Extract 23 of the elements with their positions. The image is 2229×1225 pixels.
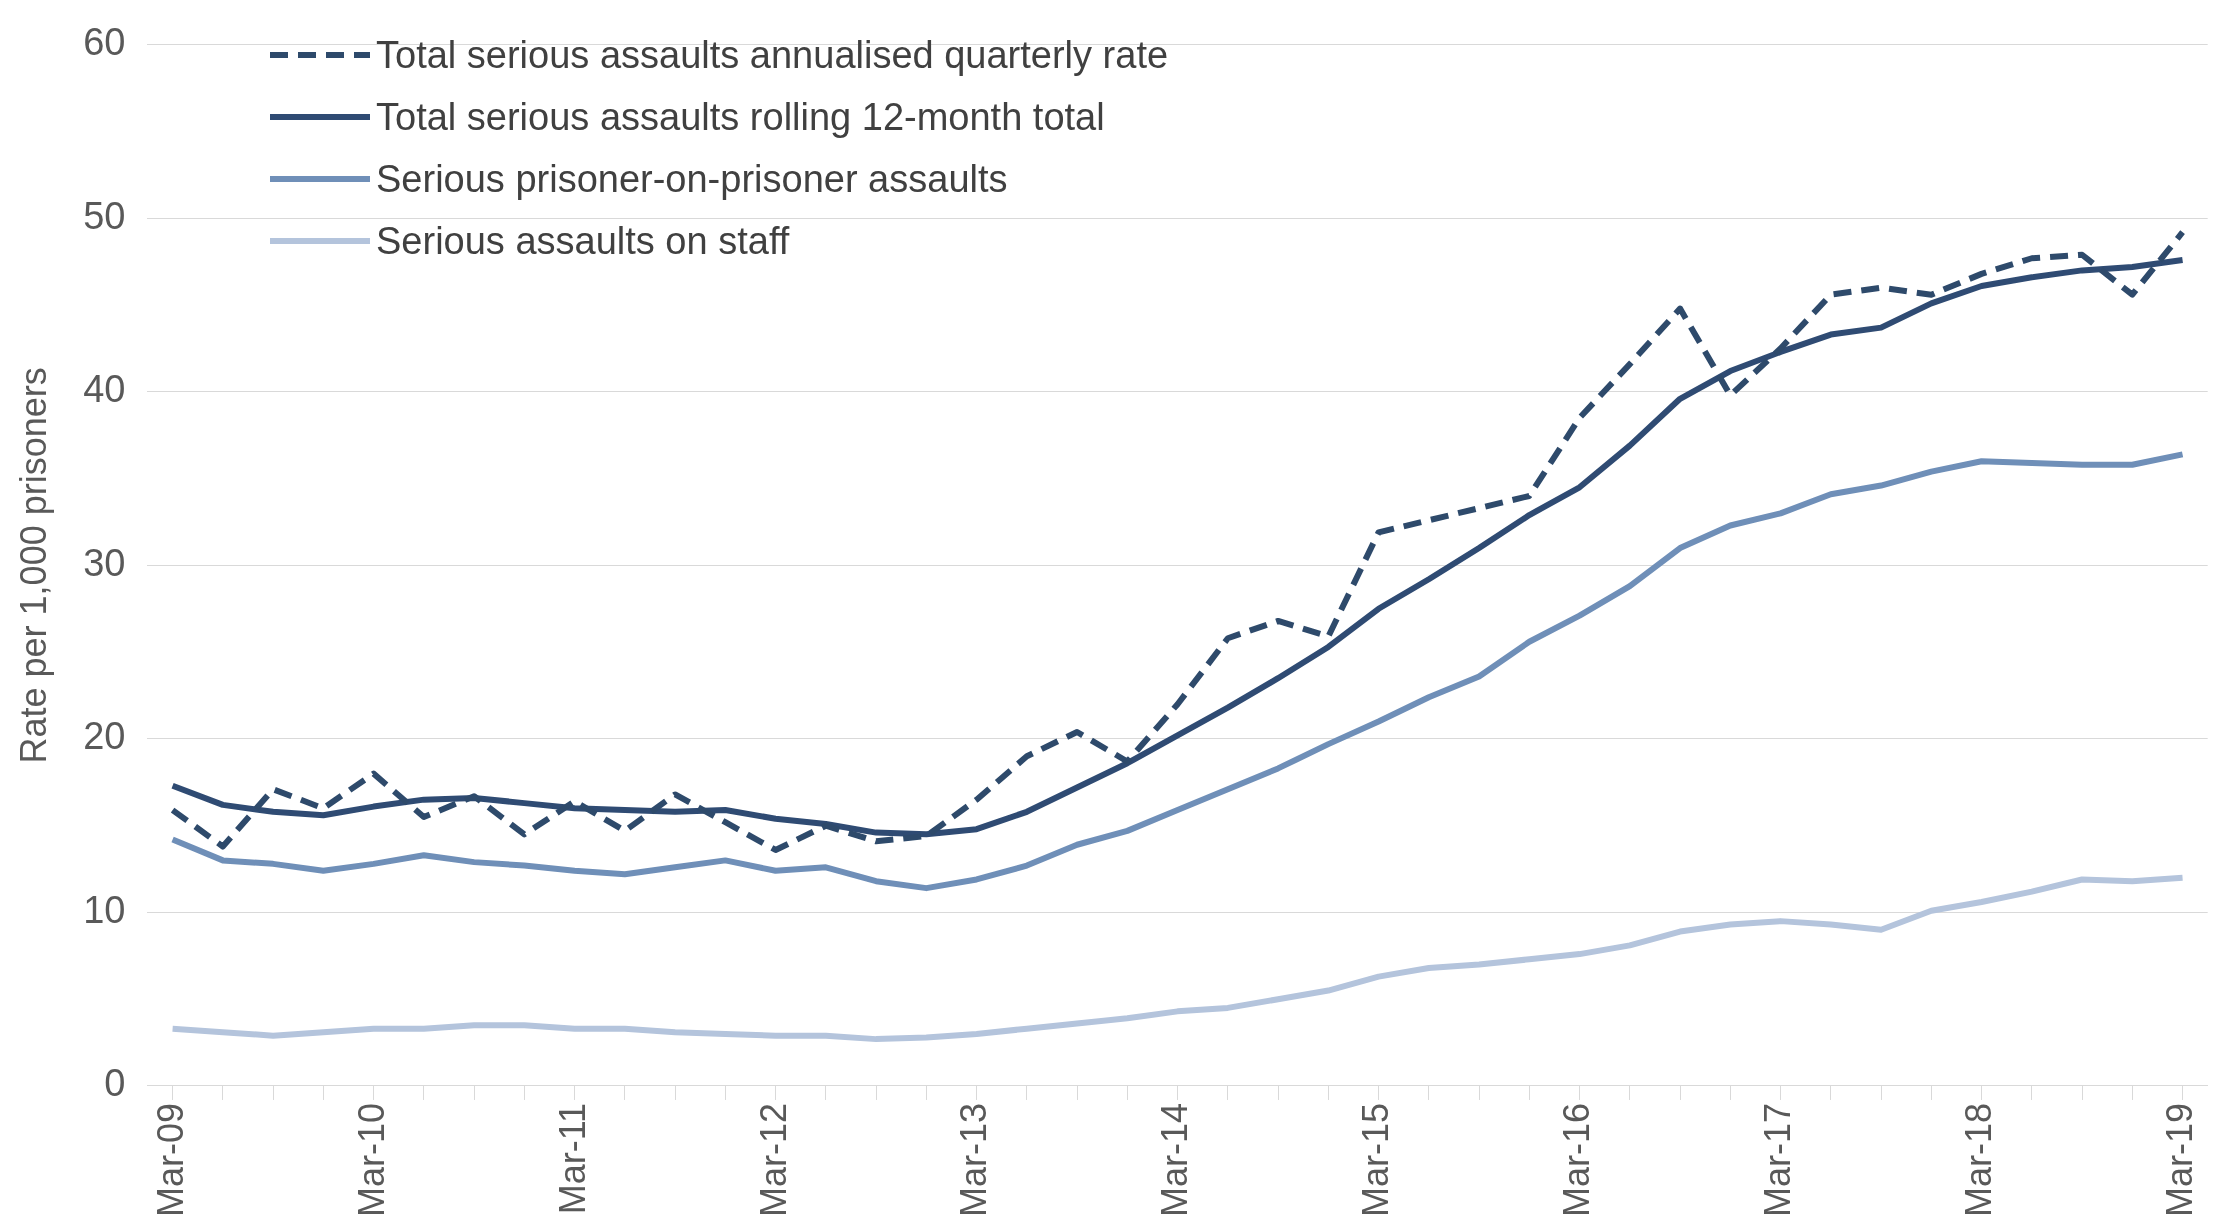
x-tick-label: Mar-15: [1355, 1102, 1397, 1217]
y-tick-label: 0: [104, 1062, 126, 1105]
x-tick-label: Mar-09: [149, 1102, 191, 1217]
legend-label: Total serious assaults rolling 12-month total: [376, 95, 1105, 139]
x-tick-label: Mar-14: [1154, 1102, 1196, 1217]
x-tick-label: Mar-12: [752, 1102, 794, 1217]
y-tick-label: 50: [83, 194, 126, 237]
x-tick-label: Mar-10: [350, 1102, 392, 1217]
legend-label: Total serious assaults annualised quarterly rate: [376, 33, 1169, 77]
y-tick-label: 30: [83, 541, 126, 584]
y-axis-title: Rate per 1,000 prisoners: [12, 367, 54, 764]
x-tick-label: Mar-19: [2159, 1102, 2201, 1217]
y-tick-label: 40: [83, 368, 126, 411]
y-tick-label: 20: [83, 715, 126, 758]
legend-label: Serious assaults on staff: [376, 219, 790, 263]
x-tick-label: Mar-16: [1556, 1102, 1598, 1217]
y-tick-label: 60: [83, 21, 126, 64]
y-tick-label: 10: [83, 888, 126, 931]
x-tick-label: Mar-11: [551, 1102, 593, 1215]
x-tick-label: Mar-13: [953, 1102, 995, 1217]
x-tick-label: Mar-17: [1757, 1102, 1799, 1217]
x-tick-label: Mar-18: [1958, 1102, 2000, 1217]
legend-label: Serious prisoner-on-prisoner assaults: [376, 157, 1008, 201]
